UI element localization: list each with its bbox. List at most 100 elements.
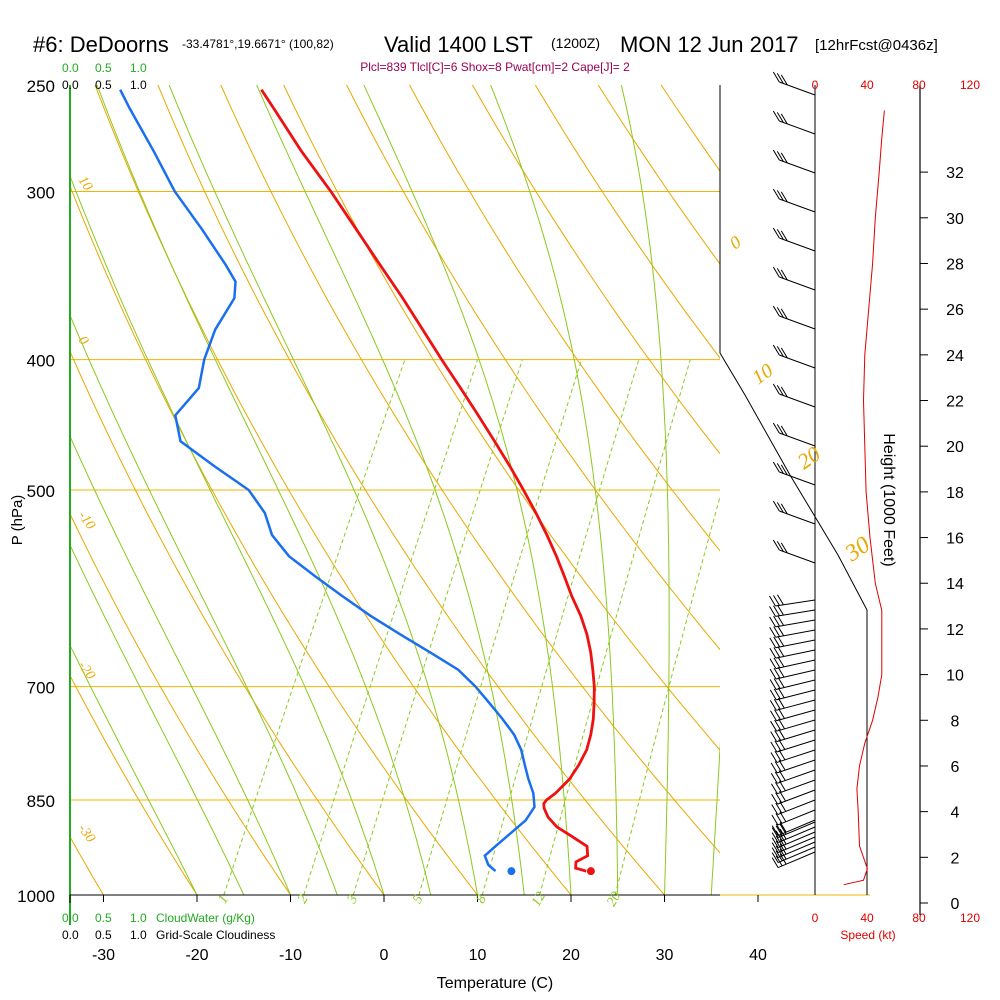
wind-barb-feather xyxy=(773,678,781,689)
valid-zulu: (1200Z) xyxy=(551,35,600,51)
wind-barb-feather xyxy=(775,792,783,803)
wind-barb xyxy=(777,826,816,844)
surface-temperature-marker xyxy=(586,867,595,876)
wind-barb-feather xyxy=(773,667,781,679)
wind-barb-feather xyxy=(769,627,777,638)
wind-barbs xyxy=(769,71,816,869)
cloud-tick-label: 0.0 xyxy=(62,928,79,942)
wind-barb xyxy=(777,819,816,837)
dry-adiabat-label: 10 xyxy=(75,174,95,194)
wind-barb-feather xyxy=(772,149,780,161)
wind-barb-feather xyxy=(771,832,779,843)
forecast-tag: [12hrFcst@0436z] xyxy=(815,37,938,54)
wind-barb-feather xyxy=(775,845,783,857)
wind-barb-feather xyxy=(773,605,780,617)
wind-barb-feather xyxy=(778,739,786,750)
dry-adiabat-line xyxy=(534,85,720,359)
wind-barb-feather xyxy=(772,305,780,317)
wind-barb-feather xyxy=(779,801,787,812)
wind-barb xyxy=(779,510,816,525)
cloud-tick-label: 1.0 xyxy=(130,61,147,75)
wind-barb-feather xyxy=(779,811,787,822)
speed-tick-label: 120 xyxy=(960,911,980,925)
speed-tick-label: 40 xyxy=(860,78,874,92)
height-tick-label: 18 xyxy=(946,485,964,502)
cloud-tick-label: 0.0 xyxy=(62,61,79,75)
mixing-ratio-line xyxy=(223,359,406,895)
valid-date: MON 12 Jun 2017 xyxy=(620,32,799,57)
surface-dewpoint-marker xyxy=(507,867,516,876)
wind-barb-feather xyxy=(776,385,784,396)
wind-barb-feather xyxy=(780,347,788,359)
wind-barb-feather xyxy=(771,847,779,858)
moist-adiabat-line xyxy=(70,174,385,895)
pressure-tick-label: 1000 xyxy=(17,887,55,906)
mixing-ratio-line xyxy=(481,359,640,895)
wind-barb-feather xyxy=(776,229,784,240)
wind-barb-feather xyxy=(772,266,780,278)
wind-barb xyxy=(777,836,816,854)
wind-barb-feather xyxy=(780,230,788,242)
speed-tick-label: 120 xyxy=(960,78,980,92)
wind-barb-feather xyxy=(776,346,784,357)
mixing-ratio-line xyxy=(539,359,691,895)
wind-barb-feather xyxy=(776,112,784,123)
wind-barb-feather xyxy=(779,848,787,860)
moist-adiabat-label: 10 xyxy=(748,360,777,389)
wind-barb-feather xyxy=(780,503,788,515)
speed-tick-label: 80 xyxy=(912,911,926,925)
height-tick-label: 6 xyxy=(951,759,960,776)
cloud-tick-label: 0.5 xyxy=(95,61,112,75)
wind-barb-feather xyxy=(771,852,779,863)
wind-barb xyxy=(779,81,816,96)
wind-barb-feather xyxy=(773,688,781,700)
cloud-tick-label: 0.5 xyxy=(95,911,112,925)
wind-barb-feather xyxy=(775,813,783,824)
wind-barb xyxy=(779,198,816,213)
wind-barb-feather xyxy=(771,825,779,836)
wind-barb xyxy=(779,120,816,135)
wind-barb xyxy=(779,471,816,486)
cloud-tick-label: 1.0 xyxy=(130,928,147,942)
wind-barb xyxy=(777,846,816,864)
wind-barb xyxy=(779,432,816,447)
wind-barb-feather xyxy=(769,679,777,690)
wind-barb-feather xyxy=(775,840,783,852)
height-tick-label: 2 xyxy=(951,850,960,867)
wind-barb-feather xyxy=(780,74,788,86)
wind-barb-feather xyxy=(773,636,781,648)
wind-barb-feather xyxy=(776,463,784,474)
wind-speed-profile xyxy=(843,110,885,886)
wind-barb xyxy=(777,821,816,839)
wind-barb xyxy=(775,599,816,607)
wind-barb-feather xyxy=(769,700,777,711)
y-axis-label: P (hPa) xyxy=(9,495,26,546)
wind-barb-feather xyxy=(775,823,783,835)
wind-barb xyxy=(776,759,816,774)
wind-barb-feather xyxy=(769,668,777,680)
wind-barb-feather xyxy=(775,835,783,847)
wind-barb-feather xyxy=(777,687,785,699)
wind-barb-feather xyxy=(771,793,779,805)
wind-barb-feather xyxy=(779,838,787,850)
wind-barb xyxy=(779,354,816,369)
wind-barb-feather xyxy=(778,770,786,781)
wind-barb-feather xyxy=(769,689,777,701)
mixing-ratio-line xyxy=(303,359,478,895)
dry-adiabat-label: -10 xyxy=(75,509,98,533)
wind-barb xyxy=(779,159,816,174)
wind-barb-feather xyxy=(771,857,779,868)
mixing-ratio-line xyxy=(614,495,720,895)
temp-tick-label: -20 xyxy=(185,947,208,964)
wind-barb xyxy=(779,237,816,252)
wind-barb-feather xyxy=(772,422,780,434)
wind-barb-feather xyxy=(770,783,778,794)
wind-barb-feather xyxy=(777,635,785,647)
pressure-tick-label: 400 xyxy=(27,352,55,371)
wind-barb-feather xyxy=(772,500,780,512)
wind-barb-feather xyxy=(769,616,777,628)
plot-right-boundary xyxy=(719,85,868,611)
wind-barb-feather xyxy=(774,761,782,772)
